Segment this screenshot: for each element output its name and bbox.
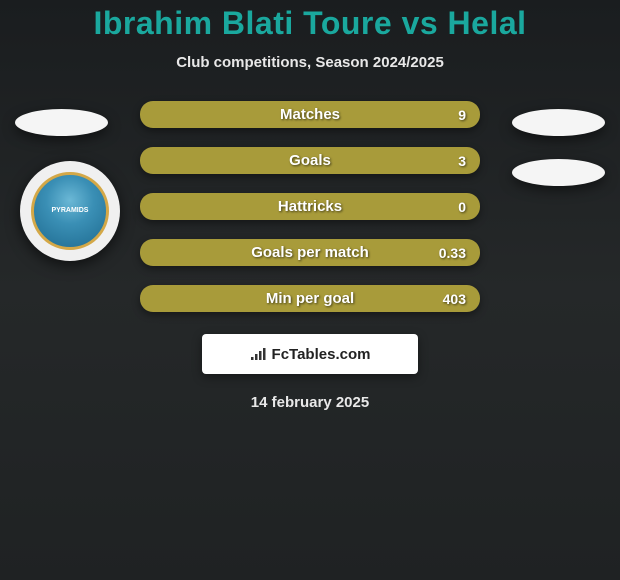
stat-row: Hattricks 0 [140, 193, 480, 220]
stat-row: Min per goal 403 [140, 285, 480, 312]
club-name: PYRAMIDS [52, 207, 89, 215]
comparison-area: PYRAMIDS Matches 9 Goals 3 Hattricks 0 G… [0, 101, 620, 312]
stat-row: Goals 3 [140, 147, 480, 174]
page-subtitle: Club competitions, Season 2024/2025 [176, 54, 444, 71]
footer-date: 14 february 2025 [251, 394, 369, 411]
attribution-text: FcTables.com [272, 346, 371, 363]
main-container: Ibrahim Blati Toure vs Helal Club compet… [0, 0, 620, 411]
stat-value: 0.33 [439, 245, 466, 261]
player-avatar-left [15, 109, 108, 136]
stat-label: Matches [280, 106, 340, 123]
club-badge-inner: PYRAMIDS [31, 172, 109, 250]
club-badge: PYRAMIDS [20, 161, 120, 261]
stat-row: Matches 9 [140, 101, 480, 128]
stat-label: Goals per match [251, 244, 369, 261]
page-title: Ibrahim Blati Toure vs Helal [93, 5, 526, 42]
stat-row: Goals per match 0.33 [140, 239, 480, 266]
stat-label: Goals [289, 152, 331, 169]
stats-list: Matches 9 Goals 3 Hattricks 0 Goals per … [140, 101, 480, 312]
chart-icon [250, 347, 268, 361]
attribution-badge[interactable]: FcTables.com [202, 334, 418, 374]
stat-value: 0 [458, 199, 466, 215]
stat-label: Hattricks [278, 198, 342, 215]
stat-label: Min per goal [266, 290, 354, 307]
stat-value: 3 [458, 153, 466, 169]
stat-value: 403 [443, 291, 466, 307]
player-avatar-right-secondary [512, 159, 605, 186]
player-avatar-right [512, 109, 605, 136]
stat-value: 9 [458, 107, 466, 123]
